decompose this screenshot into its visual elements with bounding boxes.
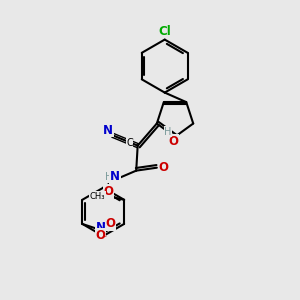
- Text: H: H: [164, 127, 172, 137]
- Text: +: +: [101, 219, 108, 228]
- Text: CH₃: CH₃: [90, 192, 105, 201]
- Text: ⁻: ⁻: [101, 234, 106, 244]
- Text: O: O: [158, 161, 168, 174]
- Text: H: H: [105, 172, 113, 182]
- Text: O: O: [96, 229, 106, 242]
- Text: Cl: Cl: [158, 25, 171, 38]
- Text: N: N: [96, 221, 106, 234]
- Text: O: O: [105, 218, 115, 230]
- Text: O: O: [104, 185, 114, 198]
- Text: C: C: [126, 138, 133, 148]
- Text: N: N: [103, 124, 113, 136]
- Text: O: O: [169, 135, 178, 148]
- Text: N: N: [110, 170, 120, 183]
